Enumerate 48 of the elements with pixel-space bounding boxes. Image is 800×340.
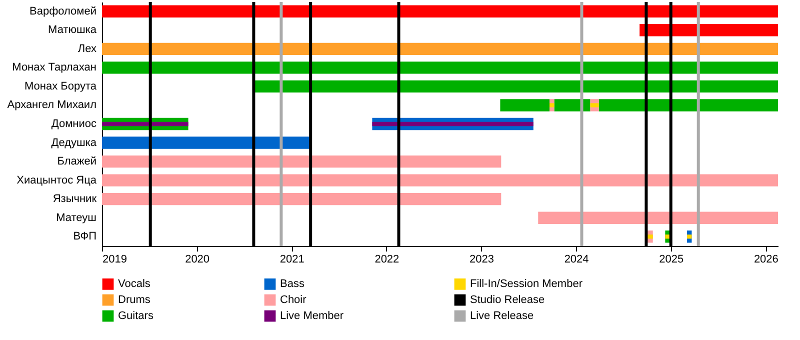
- bar: [538, 212, 778, 224]
- x-tick-label: 2022: [374, 254, 400, 266]
- y-tick-label: Монах Борута: [24, 80, 98, 92]
- legend-label: Guitars: [118, 310, 154, 322]
- bar: [590, 103, 599, 108]
- legend-label: Bass: [280, 278, 305, 290]
- bar: [640, 24, 778, 36]
- x-tick-label: 2021: [280, 254, 304, 266]
- y-tick-label: Язычник: [52, 193, 97, 206]
- y-tick-label: Дедушка: [51, 136, 98, 149]
- bar: [102, 192, 502, 206]
- bar: [102, 42, 778, 56]
- legend-label: Drums: [118, 294, 151, 306]
- bar: [102, 174, 778, 186]
- y-tick-label: Монах Тарлахан: [12, 62, 96, 74]
- bar: [102, 122, 188, 126]
- y-tick-label: Блажей: [57, 156, 96, 168]
- bar: [686, 234, 692, 239]
- bar: [554, 99, 590, 112]
- x-tick-label: 2026: [754, 254, 778, 266]
- x-tick-label: 2025: [659, 254, 684, 266]
- bar: [102, 5, 778, 18]
- legend-label: Choir: [280, 294, 307, 306]
- y-tick-label: Лех: [78, 42, 97, 55]
- y-tick-label: Матюшка: [48, 24, 98, 36]
- x-tick-label: 2023: [470, 254, 494, 266]
- legend-label: Live Release: [470, 310, 534, 322]
- x-tick-label: 2020: [185, 254, 210, 266]
- bar: [598, 99, 778, 112]
- legend-label: Studio Release: [470, 294, 545, 306]
- x-tick-label: 2019: [102, 254, 127, 266]
- x-tick-label: 2024: [564, 254, 589, 266]
- bar: [102, 62, 778, 74]
- y-tick-label: Варфоломей: [30, 5, 96, 18]
- y-tick-label: Матеуш: [56, 212, 97, 224]
- bar: [372, 122, 534, 126]
- bar: [550, 103, 554, 108]
- y-tick-label: Архангел Михаил: [7, 99, 96, 112]
- legend-label: Fill-In/Session Member: [470, 278, 583, 290]
- legend-label: Live Member: [280, 310, 344, 322]
- bar: [500, 99, 550, 112]
- legend-label: Vocals: [118, 278, 151, 290]
- bar: [102, 136, 311, 149]
- bar: [254, 80, 778, 93]
- y-tick-label: ВФП: [73, 230, 97, 243]
- y-tick-label: Хиацынтос Яца: [16, 174, 98, 186]
- bar: [102, 155, 502, 168]
- y-tick-label: Домниос: [51, 118, 97, 130]
